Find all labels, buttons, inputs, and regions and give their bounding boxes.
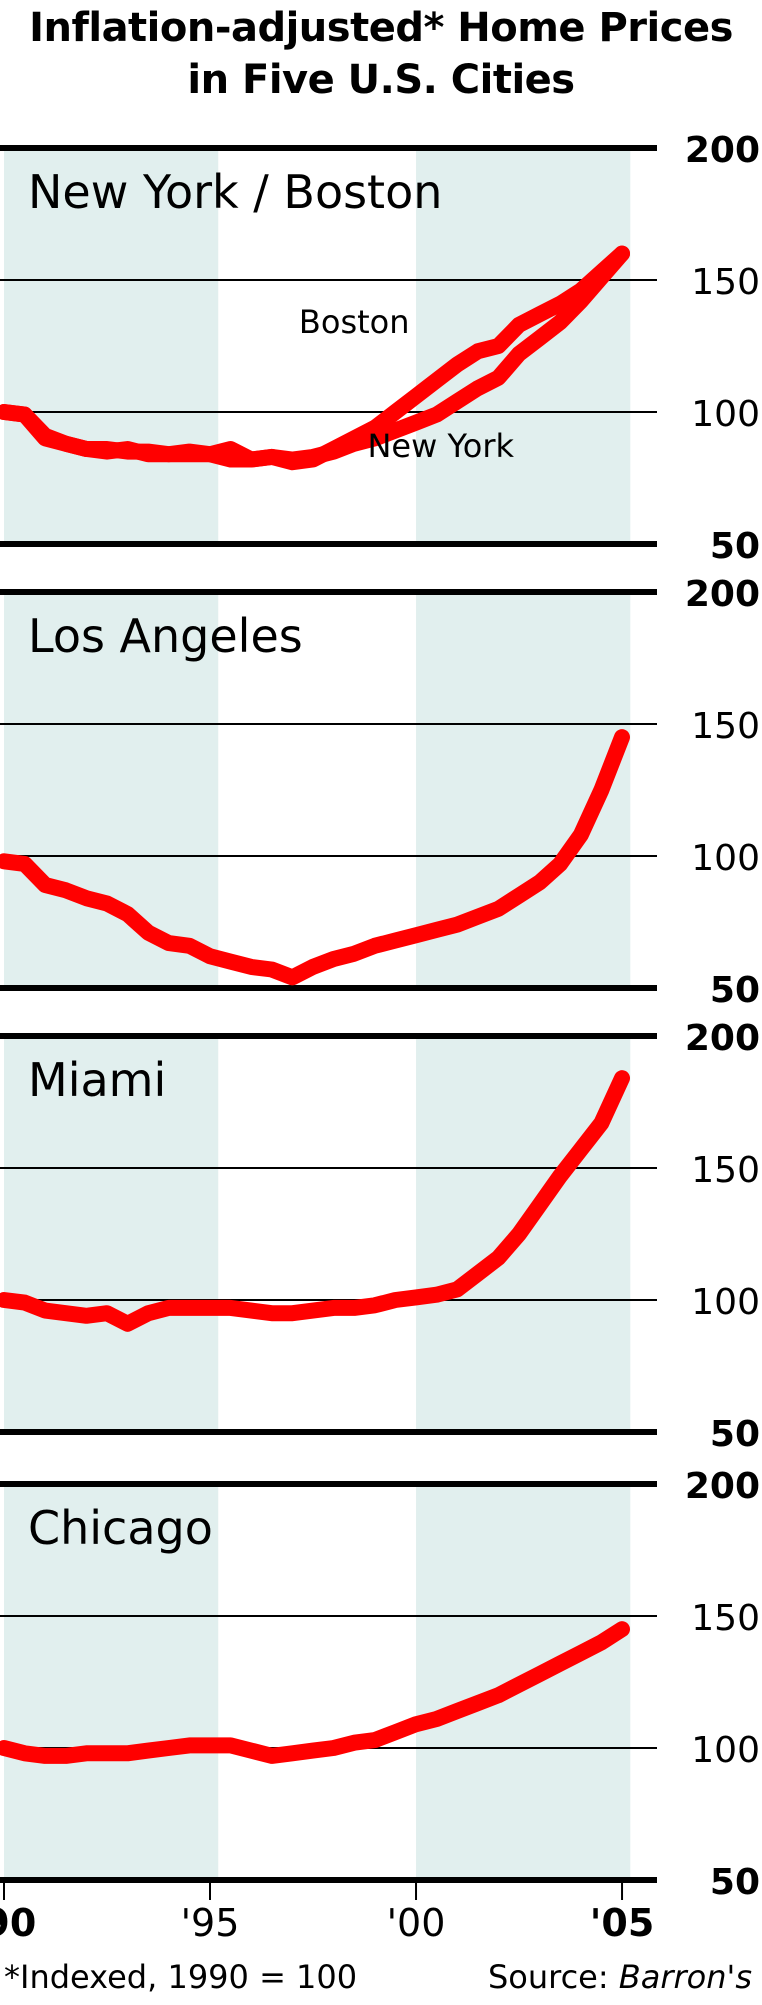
y-tick-label-50: 50 — [710, 1862, 760, 1903]
y-tick-label-100: 100 — [691, 1282, 760, 1323]
y-tick-label-150: 150 — [691, 706, 760, 747]
chart-panel-2: 200 150 100 50 Miami — [0, 1018, 760, 1455]
y-tick-label-200: 200 — [685, 1018, 760, 1059]
series-line-miami — [0, 1070, 630, 1332]
shaded-period-0 — [4, 148, 219, 544]
y-tick-label-150: 150 — [691, 1598, 760, 1639]
y-tick-label-100: 100 — [691, 394, 760, 435]
chart-panel-1: 200 150 100 50 Los Angeles — [0, 574, 760, 1011]
footnote: *Indexed, 1990 = 100 — [4, 1958, 357, 1996]
chart-title-line-2: in Five U.S. Cities — [187, 57, 575, 103]
panel-title: New York / Boston — [28, 165, 442, 219]
chart-panel-0: 200 150 100 50 New York / Boston Boston New Yo… — [0, 130, 760, 567]
series-annotation-1: New York — [367, 427, 514, 465]
y-tick-label-200: 200 — [685, 130, 760, 171]
chart-title-line-1: Inflation-adjusted* Home Prices — [29, 5, 733, 51]
source-label: Source: — [488, 1958, 619, 1996]
x-tick-label-1990: '90 — [0, 1901, 36, 1945]
y-tick-label-150: 150 — [691, 1150, 760, 1191]
panel-title: Los Angeles — [28, 609, 303, 663]
y-tick-label-200: 200 — [685, 574, 760, 615]
y-tick-label-50: 50 — [710, 1414, 760, 1455]
source-credit: Source: Barron's — [488, 1958, 752, 1996]
series-line-los-angeles — [0, 729, 630, 986]
shaded-period-0 — [4, 1484, 219, 1880]
x-tick-label-1995: '95 — [181, 1901, 240, 1945]
x-tick-label-2005: '05 — [590, 1901, 655, 1945]
panel-title: Chicago — [28, 1501, 213, 1555]
shaded-period-0 — [4, 592, 219, 988]
series-line-new-york — [0, 245, 630, 468]
series-line-chicago — [0, 1621, 630, 1764]
panel-title: Miami — [28, 1053, 166, 1107]
x-axis: '90 '95 '00 '05 — [0, 1880, 654, 1945]
series-annotation-0: Boston — [299, 303, 410, 341]
x-tick-label-2000: '00 — [387, 1901, 446, 1945]
y-tick-label-50: 50 — [710, 526, 760, 567]
y-tick-label-100: 100 — [691, 838, 760, 879]
y-tick-label-100: 100 — [691, 1730, 760, 1771]
y-tick-label-150: 150 — [691, 262, 760, 303]
source-name: Barron's — [619, 1958, 752, 1996]
y-tick-label-200: 200 — [685, 1466, 760, 1507]
chart-panel-3: 200 150 100 50 Chicago — [0, 1466, 760, 1903]
shaded-period-0 — [4, 1036, 219, 1432]
y-tick-label-50: 50 — [710, 970, 760, 1011]
